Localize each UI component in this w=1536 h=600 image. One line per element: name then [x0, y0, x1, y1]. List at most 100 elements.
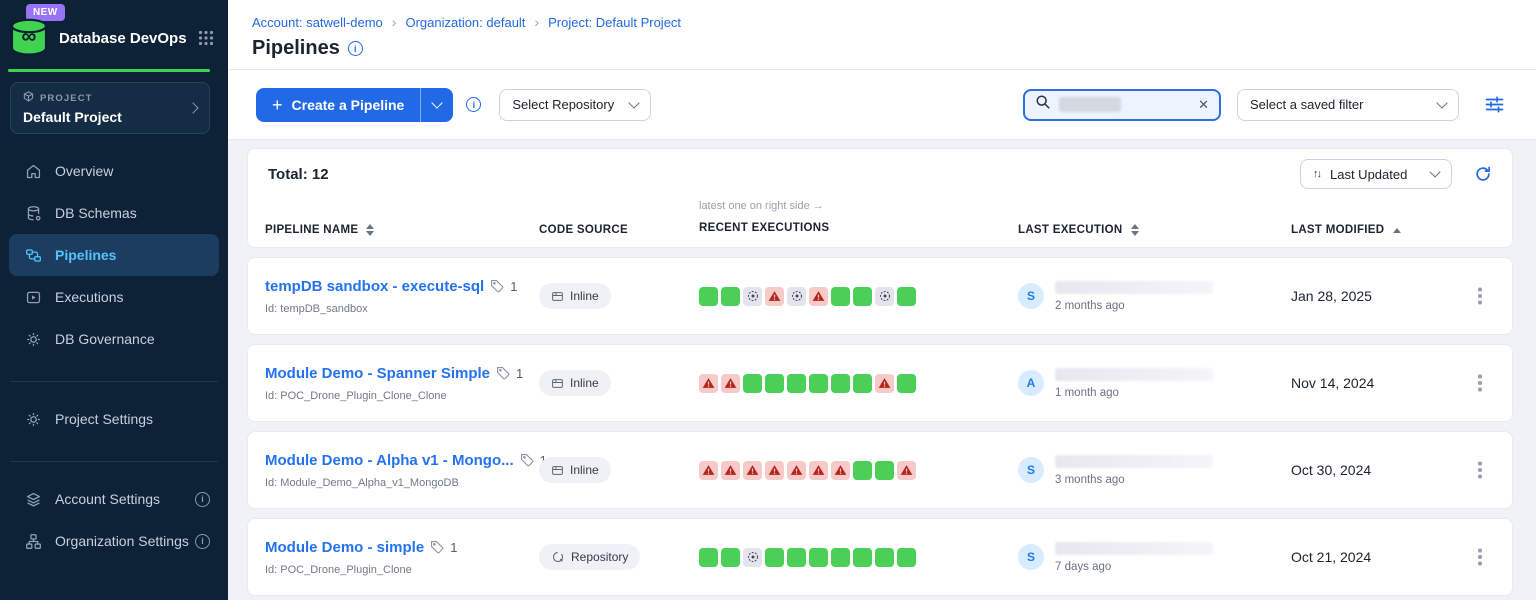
create-pipeline-dropdown-button[interactable]: [421, 96, 453, 109]
pipelines-icon: [24, 247, 42, 264]
row-menu-button[interactable]: [1458, 294, 1502, 298]
apps-grid-icon[interactable]: [198, 30, 214, 46]
brand-header: ∞ Database DevOps: [0, 0, 228, 58]
execution-success-icon[interactable]: [831, 547, 850, 567]
sidebar: NEW ∞ Database DevOps: [0, 0, 228, 600]
saved-filter-dropdown[interactable]: Select a saved filter: [1237, 88, 1459, 121]
execution-success-icon[interactable]: [721, 547, 740, 567]
execution-failed-icon[interactable]: [831, 460, 850, 480]
execution-success-icon[interactable]: [853, 547, 872, 567]
info-icon: i: [195, 533, 210, 549]
info-icon: i: [195, 491, 210, 507]
executed-ago: 1 month ago: [1055, 386, 1119, 399]
execution-success-icon[interactable]: [699, 547, 718, 567]
execution-success-icon[interactable]: [743, 373, 762, 393]
execution-success-icon[interactable]: [853, 373, 872, 393]
sidebar-item-project-settings[interactable]: Project Settings: [0, 398, 228, 440]
page-title: Pipelines: [252, 37, 340, 59]
pipeline-id: Id: Module_Demo_Alpha_v1_MongoDB: [265, 476, 459, 489]
execution-canceled-icon[interactable]: [787, 286, 806, 306]
execution-success-icon[interactable]: [875, 460, 894, 480]
execution-failed-icon[interactable]: [765, 460, 784, 480]
pipeline-name-link[interactable]: Module Demo - Alpha v1 - Mongo...: [265, 451, 514, 469]
project-selector[interactable]: PROJECT Default Project: [10, 82, 210, 134]
execution-failed-icon[interactable]: [743, 460, 762, 480]
table-row[interactable]: Module Demo - simple 1 Id: POC_Drone_Plu…: [247, 518, 1513, 596]
execution-success-icon[interactable]: [897, 373, 916, 393]
project-label: PROJECT: [40, 92, 93, 104]
breadcrumb-organization[interactable]: Organization: default: [405, 14, 526, 30]
execution-success-icon[interactable]: [897, 547, 916, 567]
execution-success-icon[interactable]: [787, 547, 806, 567]
execution-success-icon[interactable]: [699, 286, 718, 306]
column-last-modified: LAST MODIFIED: [1291, 224, 1385, 236]
info-icon[interactable]: i: [466, 97, 482, 112]
row-menu-button[interactable]: [1458, 555, 1502, 559]
execution-success-icon[interactable]: [875, 547, 894, 567]
execution-canceled-icon[interactable]: [743, 547, 762, 567]
tag-icon: [496, 366, 510, 380]
close-icon[interactable]: ✕: [1198, 96, 1209, 112]
execution-failed-icon[interactable]: [809, 286, 828, 306]
code-source-badge: Inline: [539, 457, 611, 483]
redacted-username: [1055, 367, 1213, 381]
execution-failed-icon[interactable]: [721, 373, 740, 393]
execution-failed-icon[interactable]: [897, 460, 916, 480]
sort-icon[interactable]: [366, 224, 375, 236]
execution-success-icon[interactable]: [897, 286, 916, 306]
pipeline-name-link[interactable]: tempDB sandbox - execute-sql: [265, 277, 485, 295]
execution-canceled-icon[interactable]: [743, 286, 762, 306]
sort-dropdown[interactable]: ↑↓ Last Updated: [1300, 159, 1452, 189]
table-row[interactable]: Module Demo - Alpha v1 - Mongo... 1 Id: …: [247, 431, 1513, 509]
sidebar-item-db-governance[interactable]: DB Governance: [0, 318, 228, 360]
execution-success-icon[interactable]: [765, 373, 784, 393]
avatar: S: [1018, 457, 1044, 483]
table-row[interactable]: Module Demo - Spanner Simple 1 Id: POC_D…: [247, 344, 1513, 422]
breadcrumb-account[interactable]: Account: satwell-demo: [252, 14, 383, 30]
create-pipeline-button[interactable]: + Create a Pipeline: [256, 87, 454, 122]
execution-success-icon[interactable]: [809, 547, 828, 567]
content-area: Total: 12 ↑↓ Last Updated P: [228, 140, 1536, 600]
filter-sliders-icon[interactable]: [1485, 96, 1504, 113]
sidebar-item-organization-settings[interactable]: Organization Settings i: [0, 520, 228, 562]
chevron-right-icon: ›: [391, 14, 397, 30]
sidebar-item-overview[interactable]: Overview: [0, 150, 228, 192]
sidebar-divider: [10, 461, 218, 462]
execution-failed-icon[interactable]: [765, 286, 784, 306]
execution-success-icon[interactable]: [809, 373, 828, 393]
sidebar-item-executions[interactable]: Executions: [0, 276, 228, 318]
row-menu-button[interactable]: [1458, 381, 1502, 385]
sidebar-item-pipelines[interactable]: Pipelines: [9, 234, 219, 276]
table-row[interactable]: tempDB sandbox - execute-sql 1 Id: tempD…: [247, 257, 1513, 335]
sidebar-item-account-settings[interactable]: Account Settings i: [0, 478, 228, 520]
execution-success-icon[interactable]: [831, 286, 850, 306]
row-menu-button[interactable]: [1458, 468, 1502, 472]
search-input[interactable]: ✕: [1023, 88, 1221, 121]
select-repository-dropdown[interactable]: Select Repository: [499, 88, 652, 121]
layers-icon: [24, 491, 42, 508]
execution-failed-icon[interactable]: [875, 373, 894, 393]
sort-icon[interactable]: [1130, 224, 1139, 236]
execution-success-icon[interactable]: [787, 373, 806, 393]
avatar: S: [1018, 283, 1044, 309]
execution-failed-icon[interactable]: [809, 460, 828, 480]
refresh-icon[interactable]: [1474, 165, 1492, 183]
execution-success-icon[interactable]: [765, 547, 784, 567]
sidebar-item-db-schemas[interactable]: DB Schemas: [0, 192, 228, 234]
execution-success-icon[interactable]: [853, 460, 872, 480]
execution-failed-icon[interactable]: [699, 373, 718, 393]
execution-failed-icon[interactable]: [787, 460, 806, 480]
pipeline-name-link[interactable]: Module Demo - simple: [265, 538, 425, 556]
breadcrumb-project[interactable]: Project: Default Project: [548, 14, 682, 30]
execution-failed-icon[interactable]: [721, 460, 740, 480]
kebab-menu-icon: [1478, 294, 1482, 298]
info-icon[interactable]: i: [347, 41, 363, 56]
sort-ascending-icon[interactable]: [1393, 227, 1402, 233]
execution-success-icon[interactable]: [831, 373, 850, 393]
pipeline-name-link[interactable]: Module Demo - Spanner Simple: [265, 364, 491, 382]
execution-failed-icon[interactable]: [699, 460, 718, 480]
execution-canceled-icon[interactable]: [875, 286, 894, 306]
execution-success-icon[interactable]: [853, 286, 872, 306]
execution-success-icon[interactable]: [721, 286, 740, 306]
